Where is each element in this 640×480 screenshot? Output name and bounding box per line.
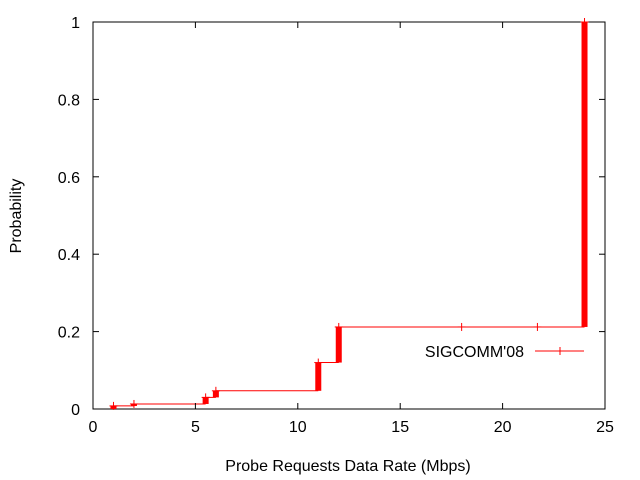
plot-area [92, 21, 606, 410]
y-tick-label: 0.6 [58, 170, 80, 187]
x-tick-label: 5 [191, 419, 200, 436]
x-axis: 0 5 10 15 20 25 [89, 22, 614, 436]
y-tick-label: 0.4 [58, 247, 80, 264]
y-tick-label: 0 [71, 402, 80, 419]
series-layer [109, 18, 589, 410]
legend: SIGCOMM'08 [425, 344, 584, 361]
x-tick-label: 15 [391, 419, 409, 436]
series-step-bar [335, 326, 342, 363]
x-tick-label: 20 [494, 419, 512, 436]
plot-frame [92, 21, 606, 410]
y-axis: 0 0.2 0.4 0.6 0.8 1 [58, 15, 605, 419]
x-tick-label: 0 [89, 419, 98, 436]
series-step-bar [581, 22, 588, 327]
x-tick-label: 25 [596, 419, 614, 436]
y-tick-label: 0.8 [58, 92, 80, 109]
y-tick-label: 1 [71, 15, 80, 32]
x-axis-label: Probe Requests Data Rate (Mbps) [225, 458, 470, 475]
y-tick-label: 0.2 [58, 325, 80, 342]
series-step-bar [315, 362, 322, 391]
y-axis-label: Probability [8, 179, 25, 254]
x-tick-label: 10 [289, 419, 307, 436]
legend-label: SIGCOMM'08 [425, 344, 524, 361]
